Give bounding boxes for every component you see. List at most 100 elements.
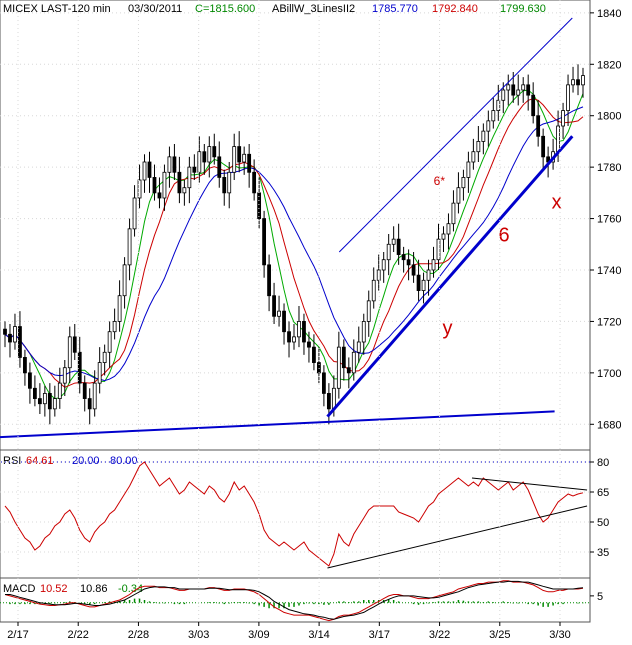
price-tick-label: 1780 — [597, 162, 621, 174]
candle-body — [162, 171, 167, 199]
candle-body — [32, 387, 37, 399]
trendline-channel_upper — [338, 17, 573, 253]
candle-body — [541, 135, 546, 158]
candle-body — [466, 161, 471, 178]
candle-body — [526, 84, 531, 96]
candle-body — [72, 336, 77, 353]
macd-hist-value: -0.34 — [118, 583, 143, 595]
candle-body — [192, 166, 197, 173]
candle-body — [561, 110, 565, 127]
candle-body — [157, 192, 162, 199]
candle-body — [207, 146, 212, 163]
candle-body — [371, 279, 376, 302]
macd-title: MACD — [3, 583, 35, 595]
header-close: C=1815.600 — [195, 3, 255, 15]
candle-body — [346, 367, 351, 374]
candle-body — [471, 151, 476, 163]
candle-body — [97, 362, 102, 384]
candle-body — [556, 125, 560, 153]
candle-body — [386, 243, 391, 261]
rsi-level-low: 20.00 — [72, 455, 100, 467]
candle-body — [391, 238, 396, 245]
candle-body — [576, 79, 580, 86]
candle-body — [237, 146, 242, 163]
candle-body — [132, 197, 137, 230]
candle-body — [302, 321, 306, 343]
candle-body — [8, 333, 12, 343]
x-tick-label: 2/28 — [128, 629, 149, 641]
candle-body — [227, 171, 232, 194]
candle-body — [52, 398, 57, 410]
header-indicator: ABillW_3LinesII2 — [272, 3, 355, 15]
rsi-tick-label: 50 — [597, 517, 609, 529]
candle-body — [202, 151, 207, 163]
candle-body — [87, 398, 92, 410]
candle-body — [13, 326, 17, 343]
x-tick-label: 3/03 — [188, 629, 209, 641]
candle-body — [496, 99, 501, 111]
candle-body — [446, 223, 451, 235]
header-symbol: MICEX LAST-120 min — [3, 3, 111, 15]
trendline-support_base — [0, 410, 555, 439]
candle-body — [28, 372, 32, 389]
candle-body — [272, 295, 276, 317]
candle-body — [167, 156, 172, 173]
macd-panel: MACD 10.52 10.86 -0.34 5 — [0, 577, 603, 623]
price-tick-label: 1720 — [597, 316, 621, 328]
candle-body — [456, 187, 461, 204]
candle-body — [247, 153, 252, 173]
header-ind-green: 1799.630 — [500, 3, 546, 15]
candle-body — [267, 264, 271, 297]
rsi-trendline — [471, 477, 588, 491]
x-tick-label: 2/22 — [68, 629, 89, 641]
candle-body — [147, 161, 152, 178]
candle-body — [117, 295, 122, 322]
wave-label: y — [443, 317, 453, 339]
candle-body — [242, 153, 247, 163]
candle-body — [182, 187, 187, 194]
candle-body — [292, 336, 296, 343]
candle-body — [307, 341, 311, 348]
rsi-trendline — [327, 505, 588, 569]
rsi-level-high: 80.00 — [110, 455, 138, 467]
macd-series — [0, 580, 590, 622]
candle-body — [177, 171, 182, 194]
x-tick-label: 3/14 — [308, 629, 329, 641]
candle-body — [361, 321, 366, 343]
candle-body — [516, 89, 521, 96]
candle-body — [107, 331, 112, 353]
candle-body — [321, 372, 326, 394]
candle-body — [102, 351, 107, 363]
x-tick-label: 3/22 — [429, 629, 450, 641]
price-tick-label: 1840 — [597, 8, 621, 20]
candle-body — [351, 351, 356, 374]
candle-body — [376, 269, 381, 281]
candle-body — [312, 346, 316, 363]
candle-body — [381, 259, 386, 271]
candle-body — [566, 84, 570, 111]
x-tick-label: 3/30 — [549, 629, 570, 641]
candle-body — [92, 382, 97, 410]
macd-axis: 5 — [590, 591, 603, 603]
candle-body — [531, 94, 536, 117]
x-tick-label: 3/17 — [369, 629, 390, 641]
candle-body — [436, 238, 441, 261]
x-axis: 2/17 2/22 2/28 3/03 3/09 3/14 3/17 3/22 3/25 3/30 — [0, 0, 590, 641]
candle-body — [426, 269, 431, 281]
candle-body — [506, 84, 511, 91]
candle-body — [212, 146, 217, 158]
macd-signal-value: 10.86 — [80, 583, 108, 595]
rsi-tick-label: 35 — [597, 547, 609, 559]
candle-body — [501, 89, 506, 101]
candle-body — [341, 346, 346, 369]
candle-body — [197, 151, 202, 173]
header-ind-blue: 1785.770 — [372, 3, 418, 15]
price-tick-label: 1800 — [597, 111, 621, 123]
candle-body — [571, 79, 575, 86]
price-tick-label: 1740 — [597, 265, 621, 277]
wave-label: 6 — [499, 225, 510, 247]
candle-body — [282, 310, 286, 333]
candle-body — [451, 202, 456, 225]
rsi-series — [4, 461, 588, 569]
